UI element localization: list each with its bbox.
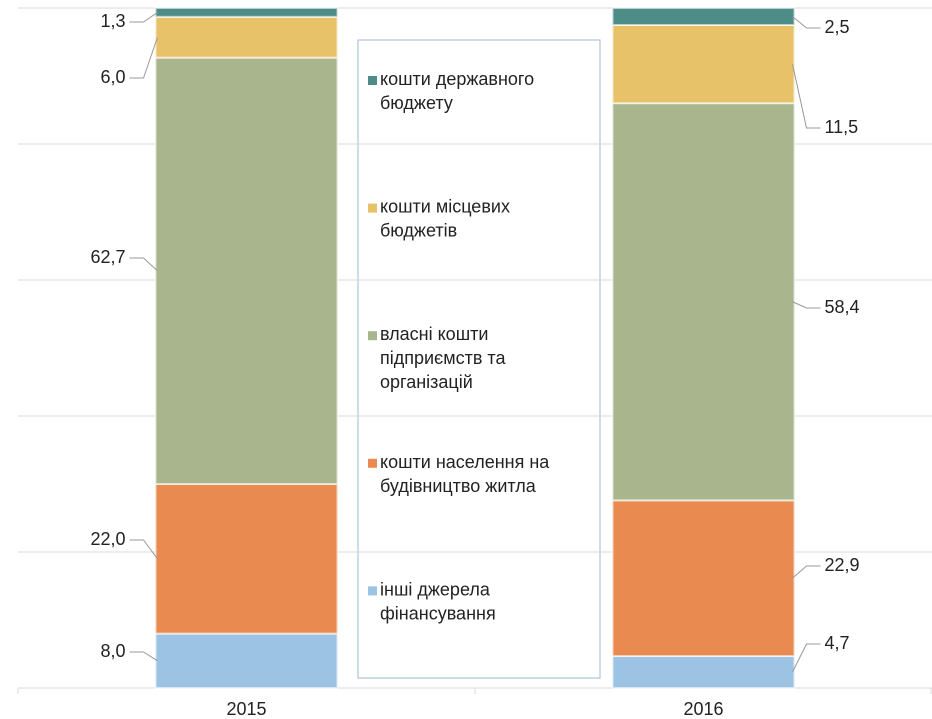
legend-swatch (368, 458, 377, 468)
bar-segment (611, 655, 796, 689)
legend-label: інші джерела фінансування (380, 579, 496, 623)
x-tick-label: 2016 (683, 699, 723, 719)
bar-segment (611, 102, 796, 502)
leader-line (792, 565, 821, 579)
bar-segment (611, 24, 796, 105)
legend-label: кошти населення на будівництво житла (380, 452, 550, 496)
data-label: 8,0 (100, 641, 125, 661)
legend-swatch (368, 76, 377, 85)
data-label: 58,4 (825, 297, 860, 317)
legend-label: кошти державного бюджету (380, 69, 534, 113)
legend-label: кошти місцевих бюджетів (380, 196, 510, 240)
bar-segment (154, 56, 339, 485)
legend-swatch (368, 203, 377, 213)
bar-segment (611, 7, 796, 26)
bar-segment (154, 15, 339, 59)
data-label: 2,5 (825, 17, 850, 37)
leader-line (792, 301, 821, 309)
data-label: 1,3 (100, 11, 125, 31)
bar-segment (154, 632, 339, 689)
leader-line (129, 12, 158, 23)
x-tick-label: 2015 (226, 699, 266, 719)
legend-box (357, 39, 601, 679)
legend-swatch (368, 586, 377, 596)
legend-swatch (368, 331, 377, 341)
bar-segment (154, 483, 339, 635)
data-label: 6,0 (100, 67, 125, 87)
leader-line (129, 539, 158, 560)
legend-label: власні кошти підприємств та організацій (380, 324, 506, 392)
leader-line (792, 63, 821, 129)
data-label: 22,0 (90, 529, 125, 549)
data-label: 22,9 (825, 555, 860, 575)
leader-line (792, 16, 821, 29)
bar-segment (611, 499, 796, 658)
bar-segment (154, 7, 339, 18)
data-label: 62,7 (90, 247, 125, 267)
leader-line (129, 37, 158, 79)
leader-line (129, 651, 158, 662)
data-label: 4,7 (825, 633, 850, 653)
data-label: 11,5 (825, 117, 859, 137)
leader-line (129, 257, 158, 272)
leader-line (792, 643, 821, 673)
